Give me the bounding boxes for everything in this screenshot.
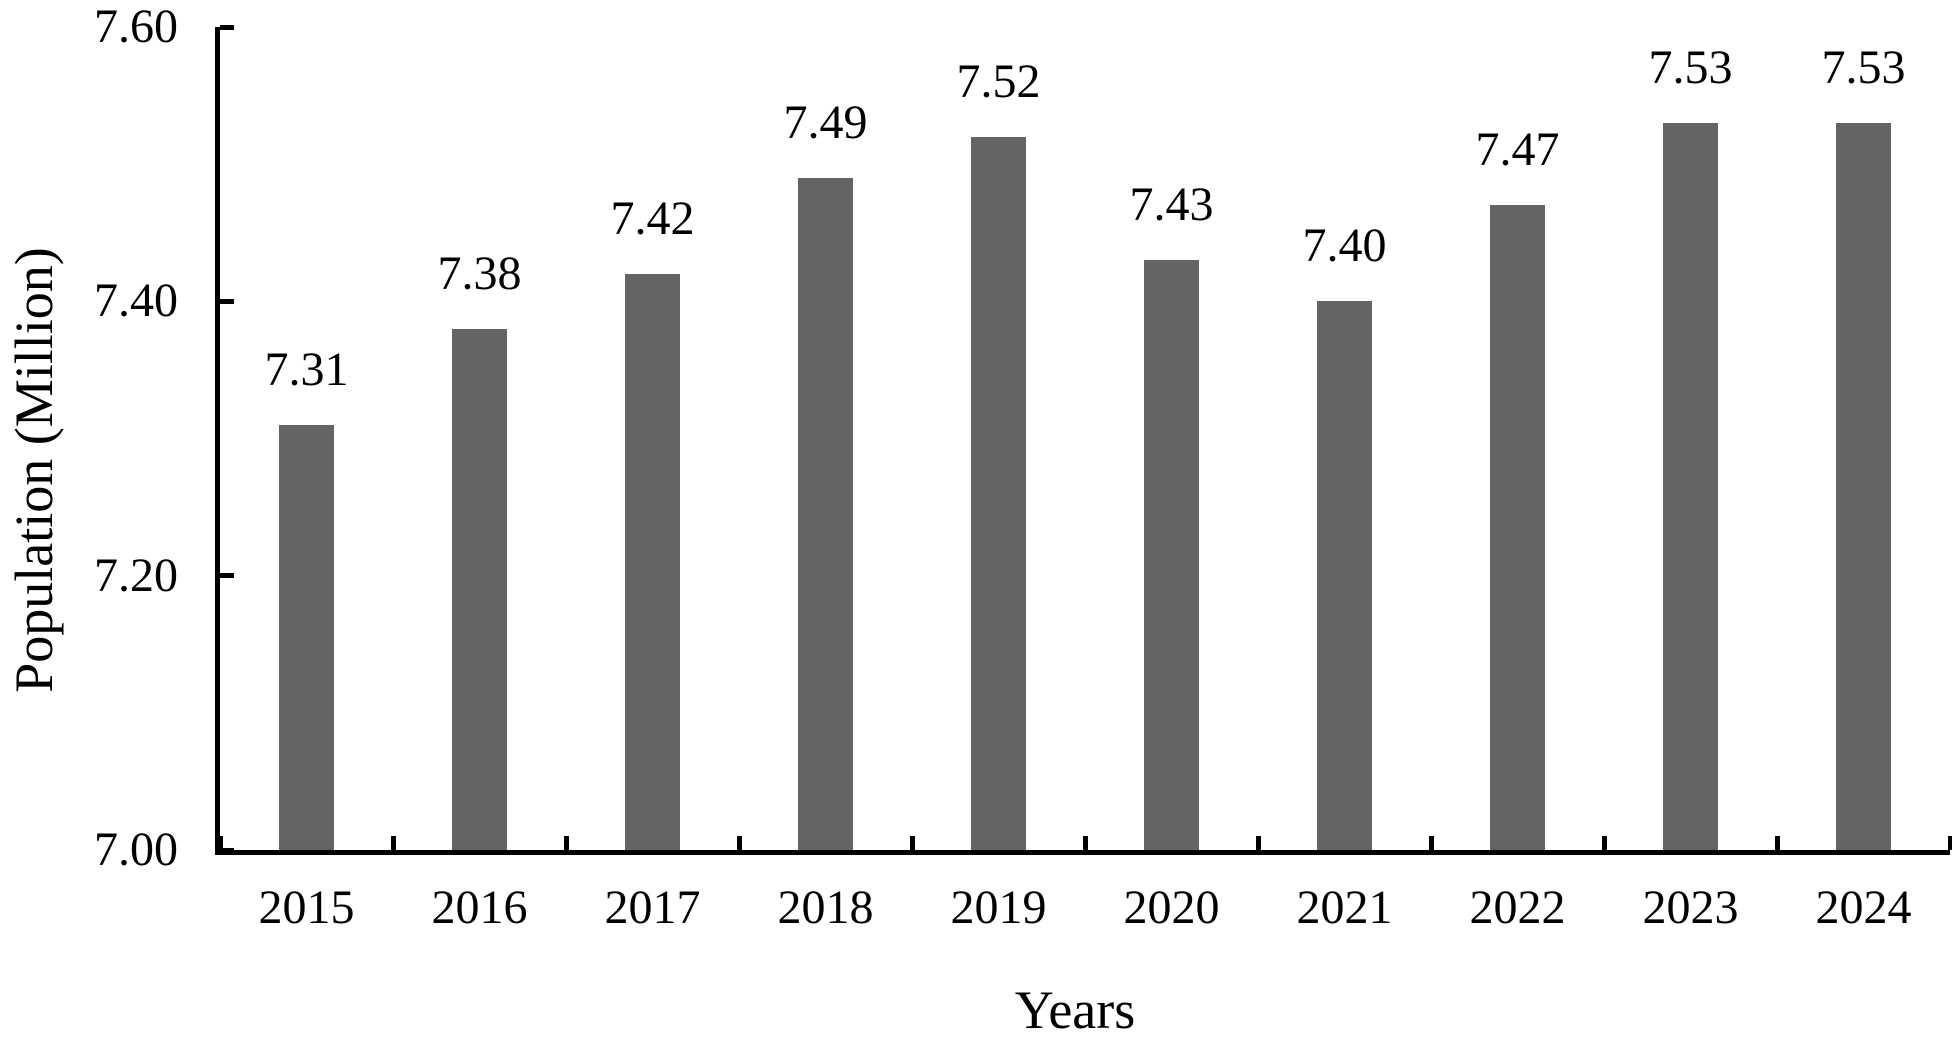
y-axis-tick [220,573,234,579]
x-tick-label: 2019 [950,881,1047,934]
x-tick-label: 2023 [1642,881,1739,934]
x-tick-label: 2017 [604,881,701,934]
x-axis-tick [1601,836,1607,850]
x-axis-tick [1774,836,1780,850]
bar-2019 [971,136,1026,850]
y-tick-label: 7.00 [94,823,178,876]
bar-value-label: 7.31 [264,342,349,396]
x-axis-tick [1082,836,1088,850]
x-tick-label: 2020 [1123,881,1220,934]
y-axis-tick [220,24,234,30]
x-axis-title: Years [1014,980,1136,1040]
y-tick-label: 7.20 [94,548,178,602]
x-axis-tick [736,836,742,850]
plot-area: 7.31 7.38 7.42 7.49 7.52 7.43 7.40 7.47 7.53 7.53 [215,24,1952,855]
x-axis-tick [390,836,396,850]
x-tick-label: 2024 [1815,881,1912,934]
bar-value-label: 7.38 [437,246,522,300]
x-tick-label: 2021 [1296,881,1393,934]
bar-2017 [625,273,680,850]
bar-value-label: 7.47 [1475,123,1560,177]
bar-2018 [798,177,853,850]
y-tick-label: 7.60 [94,0,178,53]
x-axis-tick [563,836,569,850]
x-tick-label: 2022 [1469,881,1566,934]
bar-2024 [1836,123,1891,850]
y-tick-label: 7.40 [94,274,178,328]
x-axis-tick [1255,836,1261,850]
bar-2023 [1663,123,1718,850]
x-tick-label: 2018 [777,881,874,934]
x-axis-tick [217,836,223,850]
bar-2016 [452,328,507,850]
bar-value-label: 7.53 [1821,41,1906,95]
bar-value-label: 7.43 [1129,178,1214,232]
x-tick-label: 2015 [258,881,355,934]
y-axis-tick [220,847,234,853]
x-tick-label: 2016 [431,881,528,934]
x-axis-tick [1947,836,1952,850]
x-axis-tick [909,836,915,850]
bar-value-label: 7.52 [956,54,1041,108]
bar-value-label: 7.42 [610,191,695,245]
bar-2020 [1144,260,1199,850]
bar-2021 [1317,301,1372,850]
bar-value-label: 7.49 [783,95,868,149]
bar-value-label: 7.40 [1302,219,1387,273]
x-axis-tick [1428,836,1434,850]
y-axis-tick [220,298,234,304]
bar-value-label: 7.53 [1648,41,1733,95]
bar-2022 [1490,205,1545,850]
bar-2015 [279,424,334,850]
